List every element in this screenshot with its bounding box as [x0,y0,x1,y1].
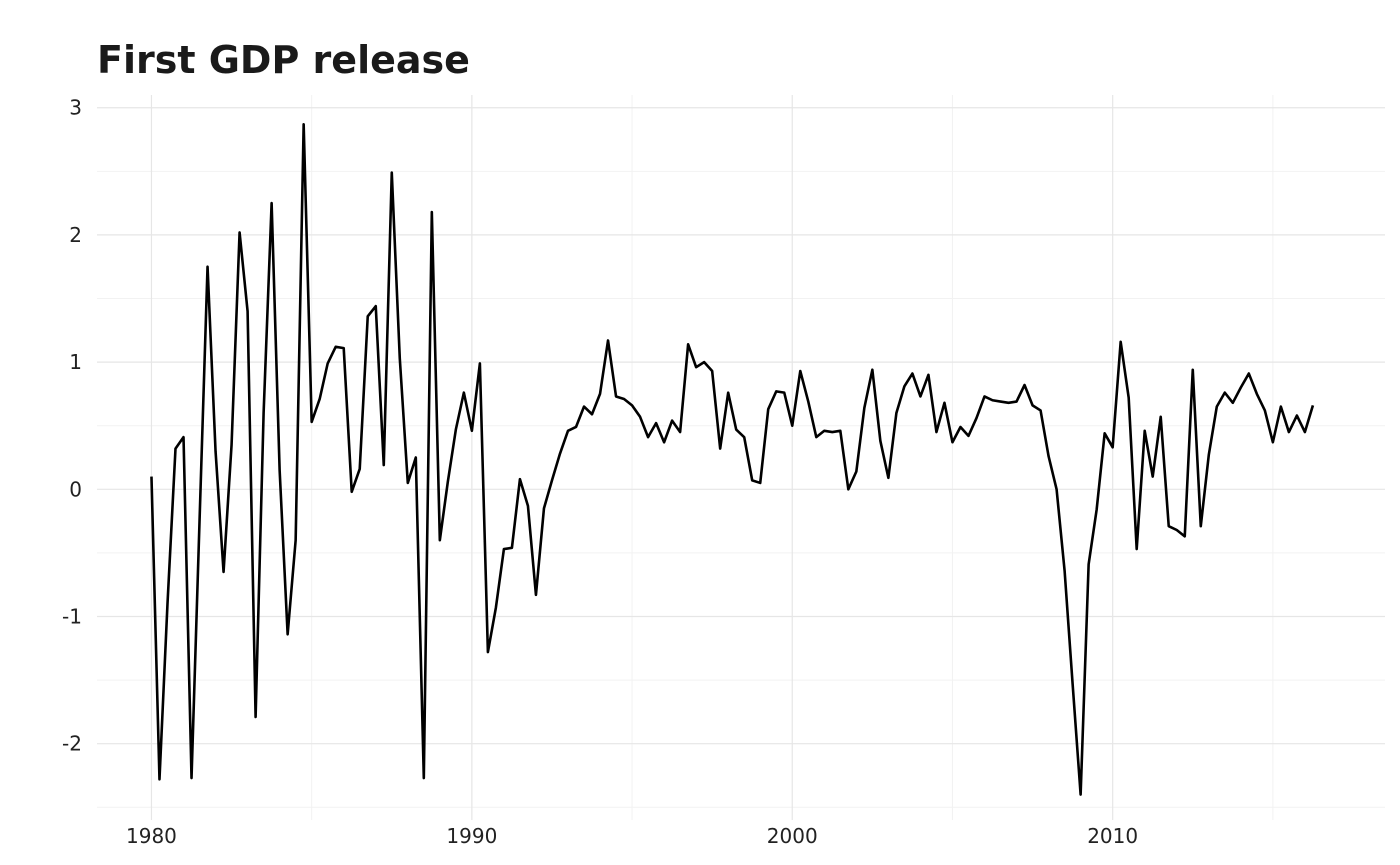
x-tick-label: 2010 [1087,824,1138,848]
y-tick-label: -2 [62,732,82,756]
chart-title: First GDP release [97,38,470,82]
y-tick-label: 0 [69,477,82,501]
x-tick-label: 2000 [767,824,818,848]
grid-minor [97,95,1385,820]
x-tick-label: 1990 [446,824,497,848]
x-tick-label: 1980 [126,824,177,848]
y-tick-label: 3 [69,96,82,120]
series-line [150,122,1315,796]
x-axis-tick-labels: 1980 1990 2000 2010 [126,824,1138,848]
grid-major [97,95,1385,820]
y-tick-label: 1 [69,350,82,374]
y-tick-label: -1 [62,604,82,628]
y-axis-tick-labels: 3 2 1 0 -1 -2 [62,96,82,756]
y-tick-label: 2 [69,223,82,247]
